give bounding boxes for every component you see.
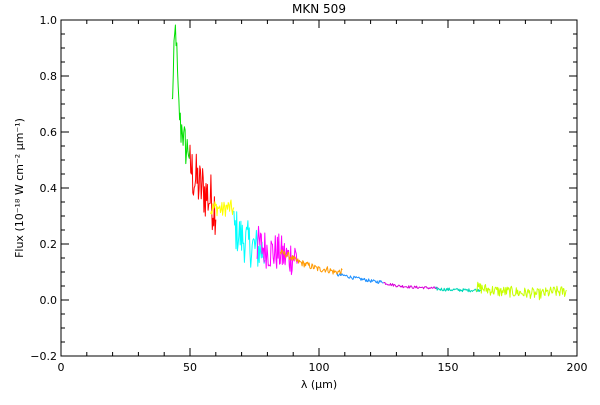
y-tick-label: 0.6 bbox=[40, 126, 58, 139]
x-tick-label: 0 bbox=[58, 361, 65, 374]
x-axis-label: λ (μm) bbox=[301, 378, 337, 391]
y-tick-label: 0.4 bbox=[40, 182, 58, 195]
x-tick-label: 150 bbox=[438, 361, 459, 374]
y-tick-label: 0.8 bbox=[40, 70, 58, 83]
x-tick-label: 200 bbox=[567, 361, 588, 374]
spectrum-segment-10 bbox=[475, 281, 567, 301]
x-axis-ticks: 0 50 100 150 200 bbox=[58, 20, 588, 374]
x-tick-label: 50 bbox=[183, 361, 197, 374]
y-axis-ticks: −0.2 0.0 0.2 0.4 0.6 0.8 1.0 bbox=[30, 14, 577, 363]
chart-title: MKN 509 bbox=[292, 2, 346, 16]
y-tick-label: 0.2 bbox=[40, 238, 58, 251]
y-tick-label: 1.0 bbox=[40, 14, 58, 27]
spectrum-segment-8 bbox=[383, 281, 439, 290]
y-tick-label: 0.0 bbox=[40, 294, 58, 307]
spectrum-segment-3 bbox=[210, 199, 235, 217]
y-axis-label: Flux (10⁻¹⁸ W cm⁻² μm⁻¹) bbox=[13, 118, 26, 258]
spectrum-segment-4 bbox=[233, 210, 266, 268]
spectrum-segment-1 bbox=[171, 24, 191, 165]
series-layer bbox=[171, 24, 567, 301]
spectrum-segment-7 bbox=[336, 273, 384, 284]
spectrum-segment-5 bbox=[256, 225, 299, 276]
y-tick-label: −0.2 bbox=[30, 350, 57, 363]
x-tick-label: 100 bbox=[309, 361, 330, 374]
spectrum-segment-9 bbox=[435, 286, 482, 293]
spectrum-segment-6 bbox=[279, 249, 343, 276]
spectrum-segment-2 bbox=[189, 144, 217, 235]
plot-frame bbox=[60, 19, 578, 357]
